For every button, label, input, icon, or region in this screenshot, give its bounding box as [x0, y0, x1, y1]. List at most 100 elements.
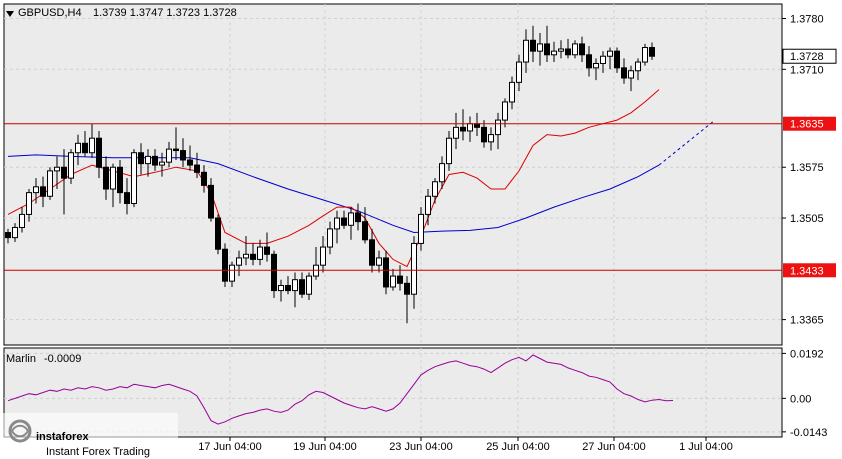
indicator-tick-label: 0.0192 [790, 348, 824, 360]
candle-body-bull [110, 166, 116, 190]
candle [537, 33, 543, 66]
candle [530, 25, 536, 63]
candle-body-bear [586, 54, 592, 69]
candle [572, 40, 578, 59]
candle [110, 163, 116, 208]
ohlc-readout: 1.3739 1.3747 1.3723 1.3728 [93, 7, 237, 19]
candle-body-bear [103, 166, 109, 190]
candle-body-bear [579, 43, 585, 56]
x-tick-label: 25 Jun 04:00 [486, 441, 550, 453]
candle [306, 272, 312, 301]
candle [131, 149, 137, 208]
candle-body-bull [159, 161, 165, 166]
candle-body-bear [201, 171, 207, 186]
candle [54, 156, 60, 190]
candle [383, 250, 389, 295]
candle [201, 165, 207, 193]
candle [404, 276, 410, 324]
candle-body-bull [327, 228, 333, 248]
candle-body-bull [348, 212, 354, 226]
candle [33, 178, 39, 204]
candle [425, 189, 431, 226]
instaforex-logo: instaforex Instant Forex Trading [0, 413, 178, 459]
candle-body-bull [551, 50, 557, 56]
candle-body-bull [509, 81, 515, 103]
candle [341, 210, 347, 229]
candle-body-bear [180, 150, 186, 161]
candle [397, 265, 403, 291]
candle [75, 134, 81, 166]
candle [600, 51, 606, 73]
candle [180, 138, 186, 168]
candle [586, 46, 592, 77]
level-label: 1.3433 [790, 265, 824, 277]
overlay: GBPUSD,H4 1.3739 1.3747 1.3723 1.3728 Ma… [6, 7, 237, 365]
candle-body-bear [215, 217, 221, 250]
candle-body-bull [12, 226, 18, 239]
candle-body-bull [467, 123, 473, 132]
candle-body-bear [40, 186, 46, 197]
chart-menu-icon[interactable] [6, 11, 14, 17]
candle [208, 178, 214, 222]
candle [19, 207, 25, 233]
candle [460, 109, 466, 141]
candle [523, 29, 529, 73]
candle [299, 272, 305, 298]
candle-body-bull [628, 70, 634, 79]
candle [89, 123, 95, 158]
candle [390, 268, 396, 291]
candle-body-bull [33, 186, 39, 194]
candle [166, 141, 172, 168]
candle [593, 58, 599, 81]
candle-body-bull [68, 152, 74, 179]
candle-body-bull [607, 50, 613, 57]
candle-body-bull [642, 47, 648, 63]
slow-ma-line [7, 154, 660, 234]
candle-body-bear [362, 221, 368, 241]
y-tick-label: 1.3505 [790, 213, 824, 225]
candle [40, 176, 46, 208]
candle [222, 243, 228, 287]
candle-body-bear [271, 253, 277, 292]
y-tick-label: 1.3780 [790, 14, 824, 26]
candle-body-bull [523, 39, 529, 63]
candle-body-bull [54, 166, 60, 172]
candle [439, 156, 445, 190]
candle-body-bear [369, 239, 375, 266]
indicator-value: -0.0009 [44, 353, 81, 365]
candle-body-bear [474, 123, 480, 128]
candle-body-bull [488, 134, 494, 143]
candle-body-bull [537, 43, 543, 52]
candle [411, 236, 417, 309]
candle [453, 112, 459, 150]
y-tick-label: 1.3575 [790, 162, 824, 174]
candle [215, 214, 221, 255]
candle-body-bear [355, 212, 361, 223]
candle [334, 210, 340, 244]
candle-body-bull [257, 246, 263, 260]
candle-body-bear [5, 232, 11, 239]
candle-body-bull [516, 61, 522, 83]
candle [285, 276, 291, 295]
candle-body-bear [208, 184, 214, 219]
candle [362, 207, 368, 244]
candle [194, 152, 200, 179]
candle [82, 130, 88, 157]
candle-body-bear [383, 257, 389, 288]
candle [96, 130, 102, 179]
candle [628, 65, 634, 92]
candle-body-bull [502, 101, 508, 121]
candle-body-bull [19, 213, 25, 228]
candle [278, 279, 284, 302]
candle-body-bull [278, 285, 284, 292]
candle-body-bear [194, 164, 200, 173]
candle [12, 223, 18, 242]
candle-body-bear [614, 50, 620, 69]
candle [509, 76, 515, 110]
candle-body-bull [432, 181, 438, 197]
price-panel [3, 3, 783, 346]
candle-body-bear [222, 248, 228, 282]
candle-body-bear [61, 166, 67, 179]
candle [250, 243, 256, 266]
